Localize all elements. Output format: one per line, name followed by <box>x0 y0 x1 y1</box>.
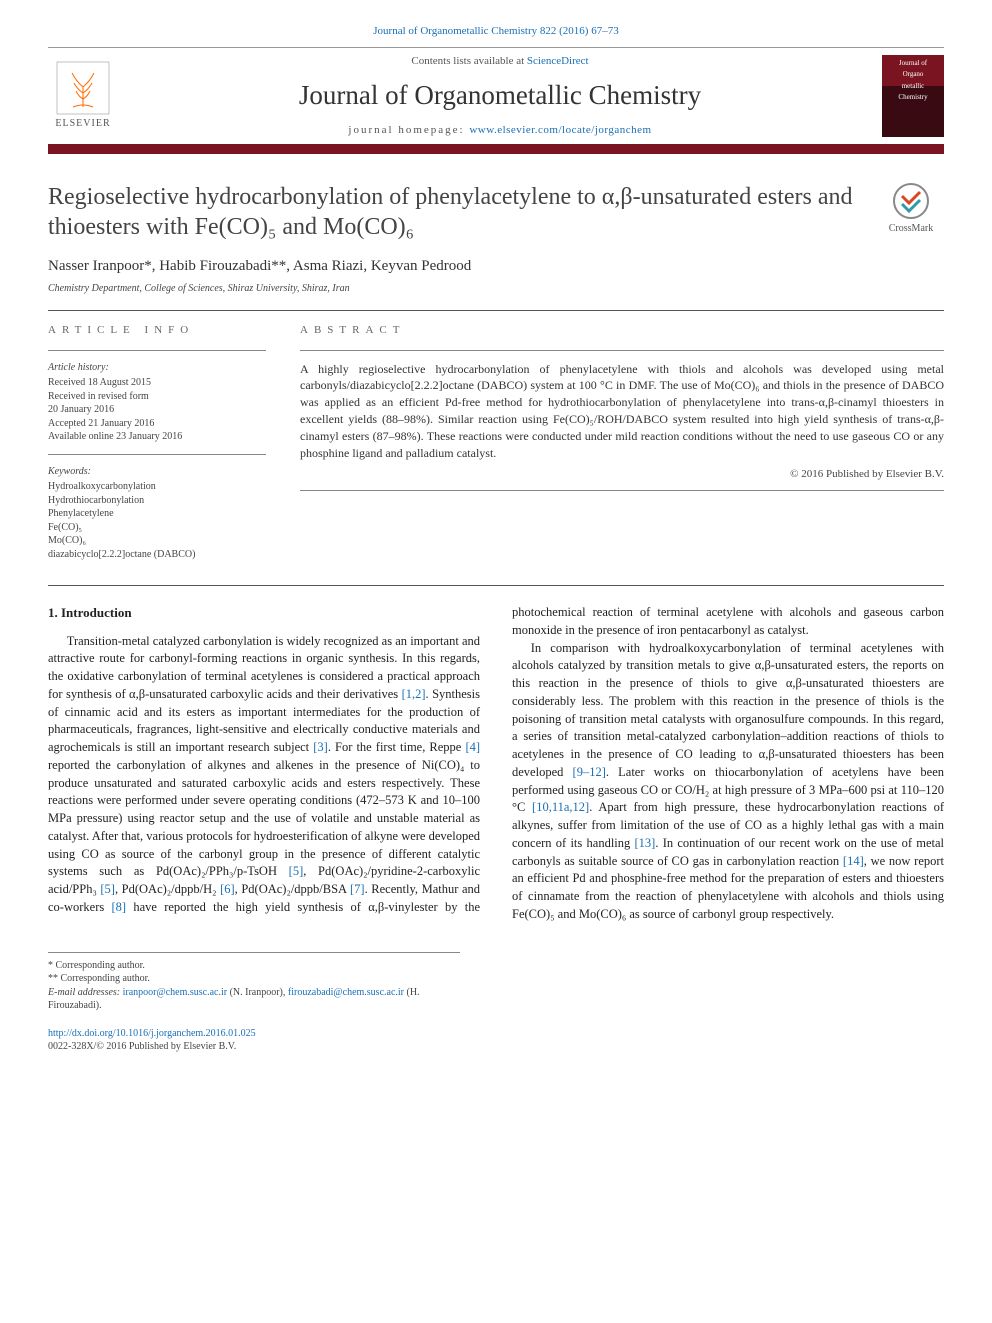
homepage-line: journal homepage: www.elsevier.com/locat… <box>132 123 868 138</box>
citation-link[interactable]: [8] <box>112 900 127 914</box>
email-link[interactable]: iranpoor@chem.susc.ac.ir <box>123 987 227 998</box>
history-line: 20 January 2016 <box>48 403 266 417</box>
doi-link[interactable]: http://dx.doi.org/10.1016/j.jorganchem.2… <box>48 1028 256 1039</box>
sciencedirect-link[interactable]: ScienceDirect <box>527 55 589 67</box>
homepage-prefix: journal homepage: <box>348 124 469 136</box>
footnote-line: * Corresponding author. <box>48 959 460 973</box>
elsevier-brand-text: ELSEVIER <box>55 117 110 131</box>
cover-line: Chemistry <box>884 93 942 102</box>
text-run: reported the carbonylation of alkynes an… <box>48 758 480 879</box>
intro-para-2: In comparison with hydroalkoxycarbonylat… <box>512 640 944 924</box>
citation-link[interactable]: [6] <box>220 882 235 896</box>
citation-link[interactable]: [3] <box>313 740 328 754</box>
header-center: Contents lists available at ScienceDirec… <box>132 54 868 138</box>
keyword: Hydroalkoxycarbonylation <box>48 480 266 494</box>
issn-copyright: 0022-328X/© 2016 Published by Elsevier B… <box>48 1041 236 1052</box>
citation-link[interactable]: [7] <box>350 882 365 896</box>
keyword: diazabicyclo[2.2.2]octane (DABCO) <box>48 548 266 562</box>
authors-line: Nasser Iranpoor*, Habib Firouzabadi**, A… <box>48 256 862 276</box>
keywords-label: Keywords: <box>48 465 266 479</box>
footnotes: * Corresponding author. ** Corresponding… <box>48 952 460 1013</box>
contents-prefix: Contents lists available at <box>411 55 526 67</box>
keyword: Hydrothiocarbonylation <box>48 494 266 508</box>
abstract-text: A highly regioselective hydrocarbonylati… <box>300 361 944 462</box>
cover-line: Journal of <box>884 59 942 68</box>
text-run: , Pd(OAc)₂/dppb/H₂ <box>115 882 220 896</box>
section-heading-intro: 1. Introduction <box>48 604 480 622</box>
keyword: Mo(CO)₆ <box>48 534 266 548</box>
journal-header: ELSEVIER Contents lists available at Sci… <box>48 47 944 145</box>
crossmark-icon <box>892 182 930 220</box>
article-info-heading: ARTICLE INFO <box>48 323 266 338</box>
keyword: Phenylacetylene <box>48 507 266 521</box>
abstract-column: ABSTRACT A highly regioselective hydroca… <box>300 323 944 561</box>
crossmark-label: CrossMark <box>889 222 933 236</box>
article-title: Regioselective hydrocarbonylation of phe… <box>48 182 862 242</box>
cover-line: Organo <box>884 70 942 79</box>
text-run: . For the first time, Reppe <box>328 740 466 754</box>
citation-link[interactable]: [5] <box>289 864 304 878</box>
footnote-email-line: E-mail addresses: iranpoor@chem.susc.ac.… <box>48 986 460 1013</box>
divider <box>48 310 944 311</box>
cover-line: metallic <box>884 82 942 91</box>
contents-lists-line: Contents lists available at ScienceDirec… <box>132 54 868 69</box>
citation-link[interactable]: [1,2] <box>402 687 426 701</box>
journal-name: Journal of Organometallic Chemistry <box>132 77 868 113</box>
email-label: E-mail addresses: <box>48 987 123 998</box>
crossmark-badge[interactable]: CrossMark <box>878 182 944 236</box>
citation-link[interactable]: [10,11a,12] <box>532 800 589 814</box>
history-label: Article history: <box>48 361 266 375</box>
history-line: Available online 23 January 2016 <box>48 430 266 444</box>
keyword: Fe(CO)₅ <box>48 521 266 535</box>
text-run: , Pd(OAc)₂/dppb/BSA <box>235 882 350 896</box>
author-name: (N. Iranpoor), <box>227 987 288 998</box>
text-run: In comparison with hydroalkoxycarbonylat… <box>512 641 944 779</box>
article-info-column: ARTICLE INFO Article history: Received 1… <box>48 323 266 561</box>
text-run: , Pd(OAc)₂/pyridine-2-carboxylic <box>303 864 480 878</box>
journal-cover-thumb: Journal of Organo metallic Chemistry <box>882 55 944 137</box>
abstract-copyright: © 2016 Published by Elsevier B.V. <box>300 467 944 482</box>
history-line: Received in revised form <box>48 390 266 404</box>
header-red-bar <box>48 144 944 154</box>
history-line: Accepted 21 January 2016 <box>48 417 266 431</box>
affiliation: Chemistry Department, College of Science… <box>48 282 862 296</box>
citation-link[interactable]: [5] <box>100 882 115 896</box>
divider <box>48 585 944 586</box>
citation-link[interactable]: [14] <box>843 854 864 868</box>
abstract-heading: ABSTRACT <box>300 323 944 338</box>
text-run: acid/PPh₃ <box>48 882 100 896</box>
citation-link[interactable]: [9–12] <box>573 765 606 779</box>
elsevier-logo: ELSEVIER <box>48 57 118 135</box>
history-line: Received 18 August 2015 <box>48 376 266 390</box>
journal-issue-link[interactable]: Journal of Organometallic Chemistry 822 … <box>48 24 944 39</box>
citation-link[interactable]: [4] <box>465 740 480 754</box>
homepage-url[interactable]: www.elsevier.com/locate/jorganchem <box>469 124 651 136</box>
body-two-column: 1. Introduction Transition-metal catalyz… <box>48 604 944 924</box>
elsevier-tree-icon <box>56 61 110 115</box>
footnote-line: ** Corresponding author. <box>48 972 460 986</box>
doi-block: http://dx.doi.org/10.1016/j.jorganchem.2… <box>48 1027 944 1054</box>
citation-link[interactable]: [13] <box>635 836 656 850</box>
email-link[interactable]: firouzabadi@chem.susc.ac.ir <box>288 987 404 998</box>
